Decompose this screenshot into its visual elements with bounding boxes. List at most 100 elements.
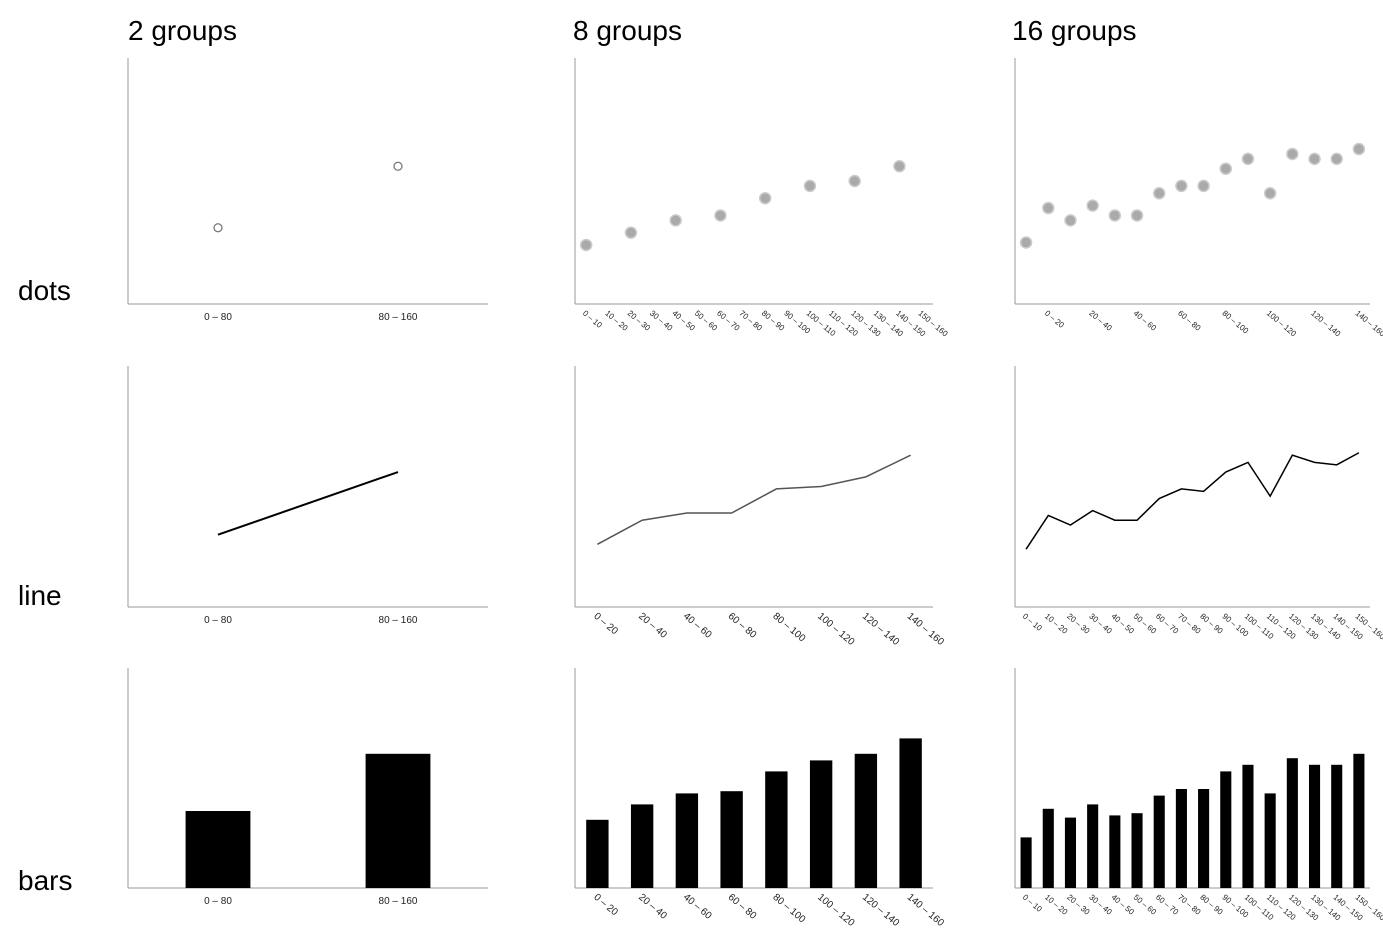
- x-tick-label: 120 – 140: [1309, 309, 1342, 339]
- x-tick-label: 80 – 100: [770, 892, 807, 926]
- x-tick-label: 0 – 10: [581, 309, 604, 331]
- x-tick-label: 0 – 80: [204, 312, 232, 323]
- dot: [1130, 209, 1144, 222]
- bar: [1020, 837, 1032, 888]
- x-tick-label: 60 – 70: [1154, 893, 1181, 917]
- x-tick-label: 20 – 30: [626, 309, 653, 333]
- line: [217, 471, 399, 536]
- dot: [1286, 147, 1299, 161]
- x-tick-label: 40 – 60: [681, 611, 714, 641]
- dot: [213, 223, 223, 233]
- x-tick-label: 0 – 10: [1021, 612, 1044, 634]
- dot: [714, 209, 727, 222]
- x-tick-label: 140 – 160: [1354, 309, 1383, 339]
- bar: [1308, 764, 1321, 888]
- bar: [1087, 804, 1099, 888]
- x-tick-label: 60 – 80: [726, 611, 759, 641]
- dot: [624, 226, 638, 239]
- x-tick-label: 20 – 40: [636, 611, 669, 641]
- x-tick-label: 60 – 80: [726, 892, 759, 922]
- x-tick-label: 70 – 80: [1176, 612, 1203, 636]
- bar: [809, 760, 833, 888]
- dot: [1263, 187, 1277, 200]
- x-tick-label: 70 – 80: [1176, 893, 1203, 917]
- dot: [1308, 152, 1321, 166]
- bar: [1242, 764, 1254, 888]
- x-tick-label: 0 – 10: [1021, 893, 1044, 915]
- x-tick-label: 40 – 50: [1110, 612, 1137, 636]
- x-tick-label: 80 – 160: [379, 896, 418, 907]
- x-tick-label: 140 – 160: [905, 611, 946, 648]
- bar: [854, 753, 878, 888]
- dot: [893, 159, 906, 173]
- x-tick-label: 20 – 40: [636, 892, 669, 922]
- x-tick-label: 40 – 50: [1110, 893, 1137, 917]
- x-tick-label: 80 – 100: [770, 611, 807, 645]
- dot: [1086, 199, 1099, 212]
- x-tick-label: 0 – 80: [204, 615, 232, 626]
- x-tick-label: 80 – 90: [1198, 893, 1225, 917]
- x-tick-label: 30 – 40: [1087, 612, 1114, 636]
- x-tick-label: 120 – 140: [860, 611, 901, 648]
- bar: [1153, 795, 1165, 888]
- x-tick-label: 50 – 60: [1132, 612, 1159, 636]
- dot: [1064, 214, 1077, 227]
- dot: [758, 191, 772, 205]
- x-tick-label: 0 – 20: [1043, 309, 1066, 331]
- bar: [1220, 771, 1232, 888]
- line: [597, 454, 911, 546]
- dot: [803, 179, 817, 193]
- dot: [1152, 187, 1166, 200]
- bar: [675, 793, 699, 888]
- x-tick-label: 60 – 70: [715, 309, 742, 333]
- bar: [1109, 815, 1121, 888]
- x-tick-label: 100 – 120: [1265, 309, 1298, 339]
- x-tick-label: 40 – 60: [1132, 309, 1159, 333]
- x-tick-label: 50 – 60: [693, 309, 720, 333]
- bar: [185, 811, 251, 888]
- x-tick-label: 100 – 120: [815, 892, 856, 929]
- x-tick-label: 30 – 40: [648, 309, 675, 333]
- x-tick-label: 20 – 40: [1087, 309, 1114, 333]
- bar: [1175, 789, 1187, 888]
- x-tick-label: 0 – 80: [204, 896, 232, 907]
- x-tick-label: 20 – 30: [1065, 612, 1092, 636]
- bar: [1264, 793, 1276, 888]
- x-tick-label: 10 – 20: [1043, 612, 1070, 636]
- dot: [1175, 179, 1188, 193]
- x-tick-label: 80 – 160: [379, 615, 418, 626]
- bar: [1331, 764, 1343, 888]
- dot: [579, 238, 593, 252]
- x-tick-label: 40 – 50: [670, 309, 697, 333]
- column-title: 8 groups: [573, 15, 682, 46]
- bar: [899, 738, 922, 888]
- row-label: dots: [18, 275, 71, 306]
- row-label: line: [18, 580, 62, 611]
- bar: [1131, 813, 1143, 888]
- x-tick-label: 50 – 60: [1132, 893, 1159, 917]
- dot: [1019, 236, 1033, 249]
- dot: [848, 174, 861, 188]
- x-tick-label: 10 – 20: [603, 309, 630, 333]
- dot: [1042, 201, 1055, 215]
- x-tick-label: 60 – 80: [1176, 309, 1203, 333]
- column-title: 16 groups: [1012, 15, 1137, 46]
- x-tick-label: 80 – 100: [1220, 309, 1250, 336]
- dot: [1241, 152, 1255, 166]
- dot: [1197, 179, 1210, 193]
- dot: [1330, 152, 1343, 166]
- bar: [630, 804, 654, 888]
- x-tick-label: 80 – 90: [1198, 612, 1225, 636]
- column-title: 2 groups: [128, 15, 237, 46]
- bar: [1064, 817, 1077, 888]
- x-tick-label: 100 – 120: [815, 611, 856, 648]
- bar: [1353, 753, 1365, 888]
- bar: [1042, 808, 1054, 888]
- dot: [1352, 142, 1366, 156]
- dot: [1108, 209, 1122, 222]
- x-tick-label: 70 – 80: [738, 309, 765, 333]
- dot: [393, 161, 403, 171]
- x-tick-label: 30 – 40: [1087, 893, 1114, 917]
- x-tick-label: 40 – 60: [681, 892, 714, 922]
